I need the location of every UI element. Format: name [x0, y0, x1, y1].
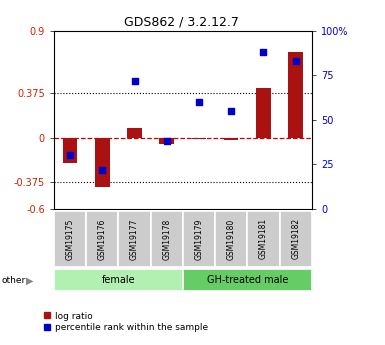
Bar — [54, 211, 86, 267]
Text: GSM19179: GSM19179 — [194, 218, 204, 259]
Text: GSM19175: GSM19175 — [65, 218, 75, 259]
Bar — [192, 138, 206, 139]
Point — [196, 99, 202, 105]
Bar — [256, 88, 271, 138]
Text: GH-treated male: GH-treated male — [207, 275, 288, 285]
Text: GDS862 / 3.2.12.7: GDS862 / 3.2.12.7 — [124, 16, 238, 29]
Bar — [224, 138, 238, 140]
Bar — [151, 211, 183, 267]
Bar — [54, 268, 183, 291]
Text: GSM19177: GSM19177 — [130, 218, 139, 259]
Bar — [288, 52, 303, 138]
Point — [99, 167, 105, 172]
Bar — [95, 138, 109, 187]
Legend: log ratio, percentile rank within the sample: log ratio, percentile rank within the sa… — [43, 312, 208, 332]
Text: GSM19180: GSM19180 — [227, 218, 236, 259]
Point — [293, 59, 299, 64]
Bar — [183, 211, 215, 267]
Point — [67, 152, 73, 158]
Text: female: female — [102, 275, 135, 285]
Point — [228, 108, 234, 114]
Text: GSM19178: GSM19178 — [162, 218, 171, 259]
Bar — [215, 211, 248, 267]
Text: ▶: ▶ — [26, 276, 33, 285]
Point — [260, 50, 266, 55]
Point — [131, 78, 137, 83]
Text: GSM19182: GSM19182 — [291, 218, 300, 259]
Bar — [127, 128, 142, 138]
Bar — [86, 211, 119, 267]
Bar — [63, 138, 77, 162]
Text: other: other — [2, 276, 26, 285]
Text: GSM19181: GSM19181 — [259, 218, 268, 259]
Bar — [183, 268, 312, 291]
Point — [164, 138, 170, 144]
Bar — [248, 211, 280, 267]
Text: GSM19176: GSM19176 — [98, 218, 107, 259]
Bar — [159, 138, 174, 144]
Bar — [280, 211, 312, 267]
Bar — [119, 211, 151, 267]
